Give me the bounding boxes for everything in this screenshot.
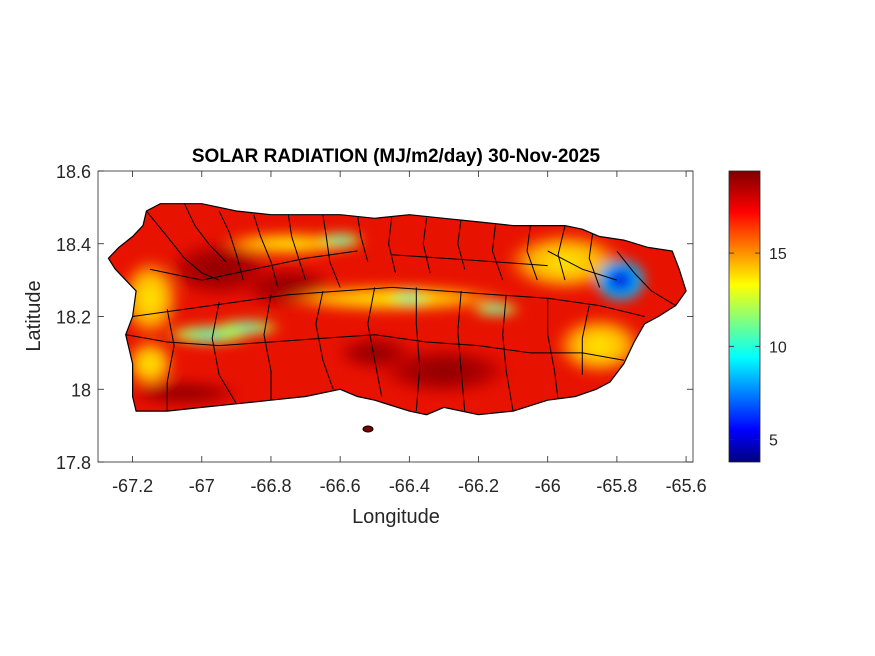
x-tick-label: -66.8 (250, 476, 291, 496)
x-tick-label: -66.6 (320, 476, 361, 496)
y-tick-label: 18.2 (56, 308, 91, 328)
field-max-south-central (334, 334, 415, 371)
small-island (362, 425, 374, 433)
field-min-northeast (594, 258, 647, 303)
municipality-border (502, 294, 514, 412)
radiation-field (108, 203, 687, 415)
x-tick-label: -65.8 (596, 476, 637, 496)
municipality-border (356, 214, 369, 263)
x-tick-label: -66.4 (389, 476, 430, 496)
field-cyan-north (315, 232, 366, 249)
y-tick-label: 18.6 (56, 162, 91, 182)
colorbar-tick-label: 5 (769, 433, 778, 450)
municipality-border (526, 225, 538, 281)
municipality-border (253, 214, 279, 288)
x-tick-label: -65.6 (666, 476, 707, 496)
municipality-border (263, 294, 272, 401)
municipality-border (491, 221, 504, 281)
municipality-borders (125, 203, 676, 412)
y-axis-label: Latitude (23, 280, 45, 351)
x-axis-label: Longitude (352, 506, 440, 528)
municipality-border (184, 203, 227, 263)
map-title: SOLAR RADIATION (MJ/m2/day) 30-Nov-2025 (192, 146, 601, 167)
municipality-border (581, 305, 590, 375)
y-tick-label: 17.8 (56, 453, 91, 473)
colorbar-ticks: 5 10 15 (729, 246, 787, 450)
field-cyan-band-mid (211, 319, 282, 336)
field-yellow-southwest (124, 338, 175, 389)
field-yellow-southeast (554, 315, 645, 376)
x-axis-ticks: -67.2 -67 -66.8 -66.6 -66.4 -66.2 -66 -65.8 -65.… (112, 171, 707, 496)
field-cyan-central (384, 291, 435, 306)
municipality-border (547, 298, 559, 401)
island-coastline (107, 203, 687, 416)
x-tick-label: -67 (189, 476, 215, 496)
colorbar-tick-label: 10 (769, 339, 787, 356)
x-tick-label: -67.2 (112, 476, 153, 496)
municipality-border (322, 214, 341, 288)
municipality-border (166, 309, 175, 412)
municipality-border (287, 214, 307, 281)
municipality-border (388, 214, 396, 274)
municipality-border (125, 334, 624, 361)
municipality-border (391, 254, 548, 267)
y-tick-label: 18.4 (56, 235, 91, 255)
municipality-border (457, 290, 466, 412)
field-cyan-east-central (470, 302, 521, 317)
municipality-border (547, 250, 618, 281)
x-tick-label: -66 (535, 476, 561, 496)
municipality-border (146, 210, 220, 281)
municipality-border (149, 250, 358, 281)
municipality-border (415, 287, 421, 412)
municipality-border (422, 218, 431, 274)
municipality-border (588, 232, 601, 288)
municipality-border (211, 301, 237, 405)
field-yellow-west-coast (119, 258, 180, 339)
municipality-border (457, 218, 466, 270)
municipality-border (557, 225, 566, 281)
y-tick-label: 18 (71, 380, 91, 400)
colorbar (728, 170, 761, 463)
x-tick-label: -66.2 (458, 476, 499, 496)
municipality-border (616, 250, 676, 307)
municipality-border (218, 210, 244, 281)
y-axis-ticks: 17.8 18 18.2 18.4 18.6 (56, 162, 693, 473)
municipality-border (315, 290, 334, 390)
municipality-border (367, 287, 383, 397)
colorbar-tick-label: 15 (769, 246, 787, 263)
